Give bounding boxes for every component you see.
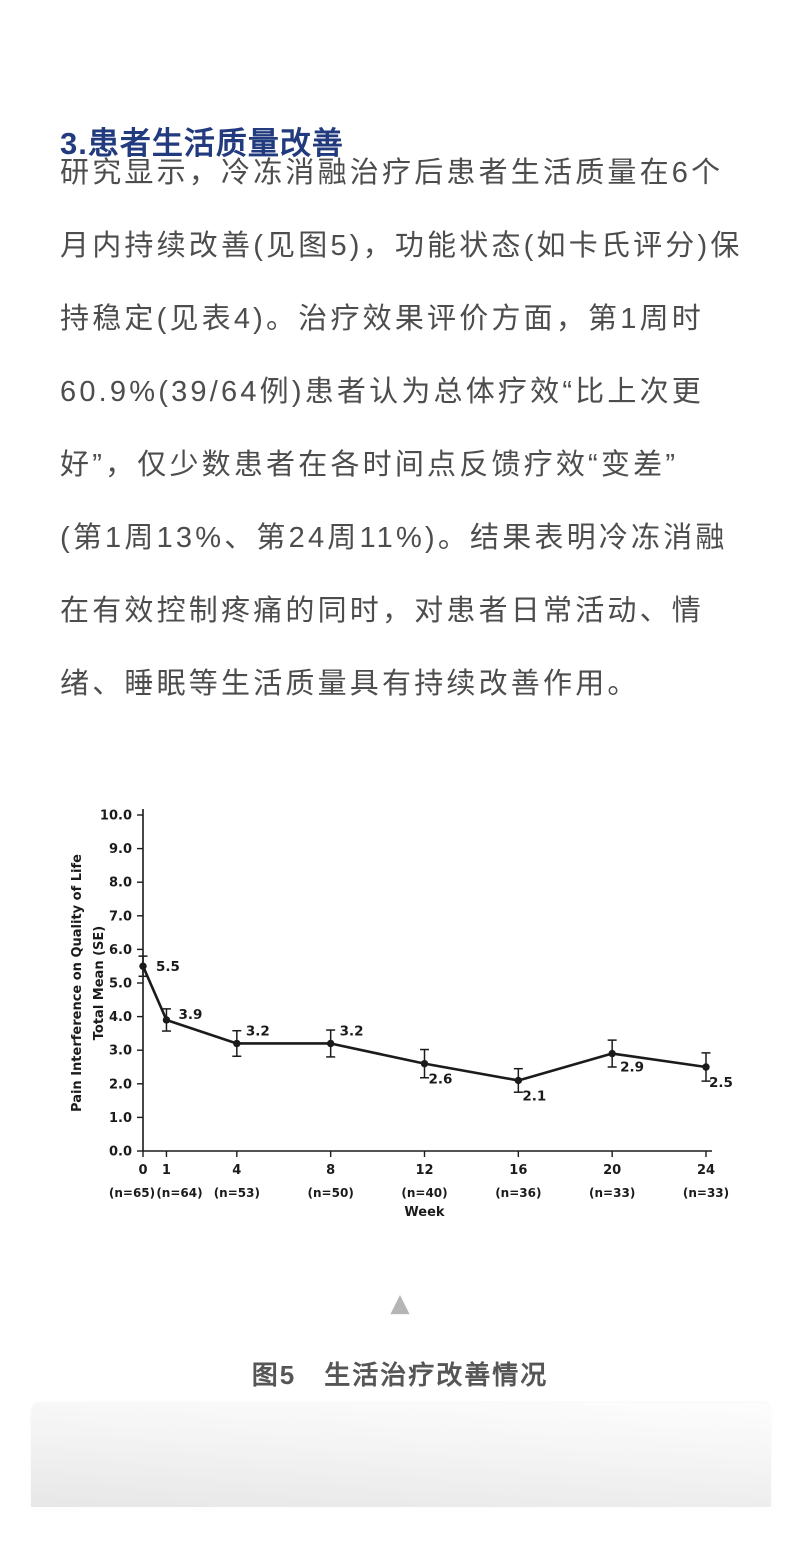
svg-text:1: 1 <box>162 1163 171 1178</box>
svg-text:(n=64): (n=64) <box>156 1186 202 1200</box>
svg-text:(n=50): (n=50) <box>308 1186 354 1200</box>
svg-text:10.0: 10.0 <box>100 809 132 824</box>
svg-text:7.0: 7.0 <box>109 909 132 924</box>
svg-text:3.0: 3.0 <box>109 1044 132 1059</box>
svg-text:2.9: 2.9 <box>620 1060 644 1076</box>
figure-caption: 图5 生活治疗改善情况 <box>251 1360 549 1390</box>
svg-text:0.0: 0.0 <box>109 1145 132 1160</box>
svg-text:Total Mean (SE): Total Mean (SE) <box>92 926 107 1040</box>
svg-text:Week: Week <box>404 1205 445 1220</box>
section-heading: 3.患者生活质量改善 <box>60 125 344 161</box>
svg-text:(n=40): (n=40) <box>401 1186 447 1200</box>
svg-text:(n=53): (n=53) <box>214 1186 260 1200</box>
next-section-card <box>31 1403 771 1507</box>
pain-interference-line-chart: 0.0 1.0 2.0 3.0 4.0 5.0 6.0 7.0 8.0 9.0 10.0 0 (n=65… <box>70 809 733 1221</box>
svg-text:(n=36): (n=36) <box>495 1186 541 1200</box>
svg-text:24: 24 <box>697 1163 715 1178</box>
svg-text:4.0: 4.0 <box>109 1010 132 1025</box>
svg-text:5.0: 5.0 <box>109 977 132 992</box>
svg-text:12: 12 <box>415 1163 433 1178</box>
svg-text:(n=33): (n=33) <box>683 1186 729 1200</box>
svg-text:2.6: 2.6 <box>429 1072 453 1088</box>
svg-text:16: 16 <box>509 1163 527 1178</box>
svg-text:6.0: 6.0 <box>109 943 132 958</box>
svg-text:4: 4 <box>232 1163 241 1178</box>
svg-text:8.0: 8.0 <box>109 876 132 891</box>
svg-text:2.5: 2.5 <box>709 1075 733 1091</box>
svg-text:2.0: 2.0 <box>109 1077 132 1092</box>
svg-text:9.0: 9.0 <box>109 842 132 857</box>
svg-text:3.9: 3.9 <box>178 1007 202 1023</box>
svg-text:(n=33): (n=33) <box>589 1186 635 1200</box>
svg-text:3.2: 3.2 <box>246 1023 270 1039</box>
body-paragraph: 研究显示，冷冻消融治疗后患者生活质量在6个 月内持续改善(见图5)，功能状态(如… <box>60 157 743 700</box>
svg-text:8: 8 <box>326 1163 335 1178</box>
svg-text:3.2: 3.2 <box>340 1023 364 1039</box>
svg-text:(n=65): (n=65) <box>109 1186 155 1200</box>
svg-text:Pain Interference on Quality o: Pain Interference on Quality of Life <box>70 854 85 1112</box>
svg-text:1.0: 1.0 <box>109 1111 132 1126</box>
figure-5-chart: 0.0 1.0 2.0 3.0 4.0 5.0 6.0 7.0 8.0 9.0 10.0 0 (n=65… <box>65 782 733 1234</box>
svg-text:20: 20 <box>603 1163 621 1178</box>
triangle-up-icon: ▲ <box>390 1288 410 1317</box>
svg-text:0: 0 <box>138 1163 147 1178</box>
svg-text:2.1: 2.1 <box>522 1088 546 1104</box>
svg-text:5.5: 5.5 <box>156 959 180 975</box>
